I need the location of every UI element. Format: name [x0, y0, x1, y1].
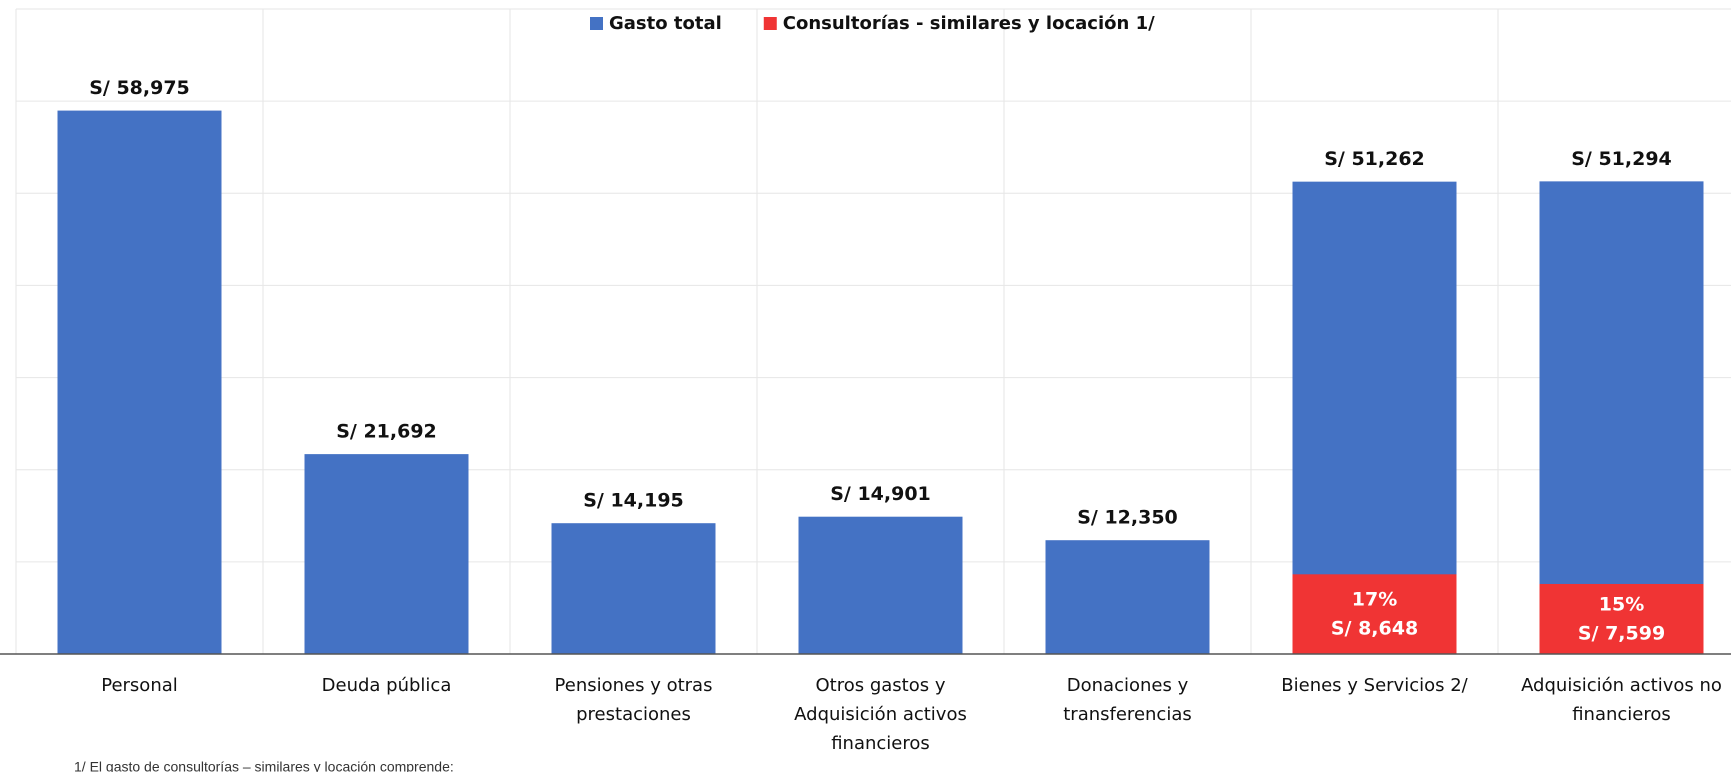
legend-swatch: [590, 17, 603, 30]
bar: [1292, 574, 1457, 654]
x-tick-label: Personal: [101, 675, 178, 696]
value-label: S/ 51,262: [1324, 148, 1425, 170]
x-tick-label: Bienes y Servicios 2/: [1281, 675, 1468, 696]
legend-label: Gasto total: [609, 13, 722, 34]
value-label: S/ 21,692: [336, 421, 437, 443]
x-tick-label: Adquisición activos no financieros: [1521, 675, 1722, 725]
legend-swatch: [763, 17, 777, 30]
x-tick-label: Donaciones y transferencias: [1063, 675, 1191, 725]
footnote: 1/ El gasto de consultorías – similares …: [74, 759, 454, 772]
bar: [798, 516, 963, 654]
bar: [304, 454, 469, 654]
value-label: S/ 12,350: [1077, 507, 1178, 529]
bar: [1539, 181, 1704, 654]
value-label: S/ 14,901: [830, 483, 931, 505]
x-tick-label: Otros gastos y Adquisición activos financi…: [794, 675, 967, 754]
x-tick-label: Deuda pública: [322, 675, 452, 696]
bar: [551, 523, 716, 654]
share-label: 17%: [1352, 589, 1397, 611]
value-label: S/ 8,648: [1331, 618, 1418, 640]
legend-label: Consultorías - similares y locación 1/: [783, 13, 1155, 34]
value-label: S/ 58,975: [89, 77, 190, 99]
value-label: S/ 7,599: [1578, 622, 1665, 644]
value-label: S/ 14,195: [583, 490, 684, 512]
share-label: 15%: [1599, 593, 1644, 615]
bar: [57, 110, 222, 654]
value-label: S/ 51,294: [1571, 148, 1672, 170]
bar: [1045, 540, 1210, 654]
bar: [1539, 583, 1704, 654]
x-tick-label: Pensiones y otras prestaciones: [555, 675, 713, 725]
